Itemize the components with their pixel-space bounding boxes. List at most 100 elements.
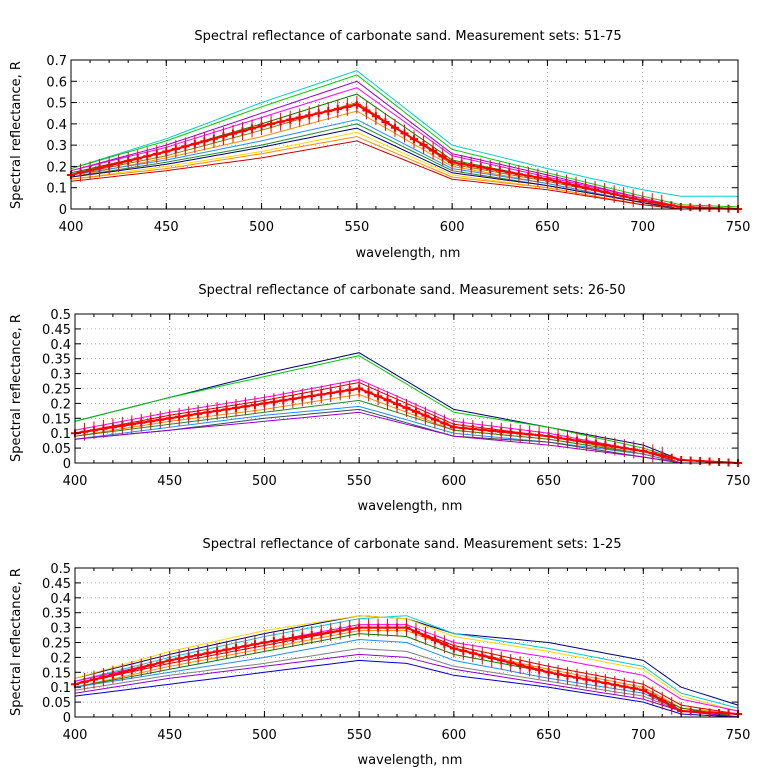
mean-point <box>525 430 534 439</box>
mean-point <box>457 159 466 168</box>
mean-point <box>601 679 610 688</box>
mean-point <box>459 646 468 655</box>
mean-point <box>543 175 552 184</box>
mean-point <box>213 406 222 415</box>
x-tick-label: 400 <box>63 728 88 743</box>
mean-point <box>381 117 390 126</box>
mean-point <box>478 651 487 660</box>
mean-point <box>468 425 477 434</box>
y-tick-label: 0 <box>63 711 71 726</box>
mean-point <box>411 627 420 636</box>
y-tick-label: 0.25 <box>42 383 71 398</box>
mean-point <box>371 112 380 121</box>
mean-point <box>402 623 411 632</box>
x-tick-label: 450 <box>157 728 182 743</box>
mean-point <box>222 645 231 654</box>
mean-point <box>362 106 371 115</box>
mean-point <box>194 651 203 660</box>
y-tick-label: 0.4 <box>50 592 71 607</box>
x-tick-label: 550 <box>347 474 372 489</box>
mean-point <box>449 644 458 653</box>
mean-point <box>257 121 266 130</box>
mean-point <box>581 183 590 192</box>
chart-title: Spectral reflectance of carbonate sand. … <box>194 29 621 44</box>
mean-point <box>317 390 326 399</box>
mean-point <box>487 426 496 435</box>
series-line-13 <box>70 140 738 210</box>
mean-point <box>572 673 581 682</box>
plot-area: 400 450 500 550 600 650 700 75000.050.10.150.20… <box>42 562 750 743</box>
mean-point <box>343 102 352 111</box>
y-tick-label: 0 <box>63 457 71 472</box>
mean-point <box>430 636 439 645</box>
series-line-7 <box>74 633 739 718</box>
mean-point <box>620 682 629 691</box>
mean-point <box>279 396 288 405</box>
mean-point <box>411 407 420 416</box>
mean-point <box>374 623 383 632</box>
chart-title: Spectral reflectance of carbonate sand. … <box>198 283 625 298</box>
mean-point <box>421 631 430 640</box>
mean-point <box>203 649 212 658</box>
mean-point <box>505 168 514 177</box>
x-tick-label: 500 <box>249 220 274 235</box>
mean-point <box>181 142 190 151</box>
mean-point <box>364 623 373 632</box>
plot-frame <box>70 59 739 210</box>
x-tick-label: 550 <box>344 220 369 235</box>
mean-point <box>194 409 203 418</box>
x-tick-label: 650 <box>535 220 560 235</box>
mean-point <box>250 640 259 649</box>
x-tick-label: 600 <box>440 220 465 235</box>
mean-point <box>99 424 108 433</box>
chart-panel-26-50: Spectral reflectance of carbonate sand. … <box>9 283 750 514</box>
mean-curve <box>71 379 742 467</box>
mean-point <box>143 152 152 161</box>
mean-point <box>516 429 525 438</box>
mean-point <box>724 709 733 718</box>
mean-point <box>544 668 553 677</box>
x-axis-label: wavelength, nm <box>358 499 463 514</box>
mean-point <box>591 439 600 448</box>
series-line-6 <box>70 102 739 210</box>
x-axis-label: wavelength, nm <box>356 246 461 261</box>
mean-point <box>238 127 247 136</box>
plot-area: 400 450 500 550 600 650 700 75000.050.10.150.20… <box>42 308 750 489</box>
mean-point <box>305 111 314 120</box>
mean-point <box>497 427 506 436</box>
mean-point <box>76 168 85 177</box>
mean-point <box>269 637 278 646</box>
mean-point <box>165 656 174 665</box>
mean-point <box>222 405 231 414</box>
y-tick-label: 0.45 <box>42 577 71 592</box>
mean-point <box>345 385 354 394</box>
mean-point <box>410 135 419 144</box>
mean-point <box>241 642 250 651</box>
mean-point <box>286 115 295 124</box>
mean-point <box>552 177 561 186</box>
y-tick-label: 0.3 <box>50 622 71 637</box>
mean-point <box>171 144 180 153</box>
mean-point <box>184 411 193 420</box>
mean-point <box>156 658 165 667</box>
y-tick-label: 0.1 <box>50 427 71 442</box>
mean-point <box>307 391 316 400</box>
mean-point <box>402 403 411 412</box>
mean-point <box>80 677 89 686</box>
mean-point <box>279 635 288 644</box>
series-line-5 <box>70 93 739 210</box>
mean-point <box>108 670 117 679</box>
x-tick-label: 500 <box>252 728 277 743</box>
mean-point <box>364 388 373 397</box>
mean-point <box>430 415 439 424</box>
x-tick-label: 750 <box>726 220 751 235</box>
mean-point <box>705 708 714 717</box>
mean-point <box>295 113 304 122</box>
mean-point <box>232 403 241 412</box>
mean-point <box>686 203 695 212</box>
mean-point <box>667 201 676 210</box>
mean-point <box>118 668 127 677</box>
x-axis-label: wavelength, nm <box>358 753 463 768</box>
mean-point <box>314 109 323 118</box>
mean-point <box>629 194 638 203</box>
